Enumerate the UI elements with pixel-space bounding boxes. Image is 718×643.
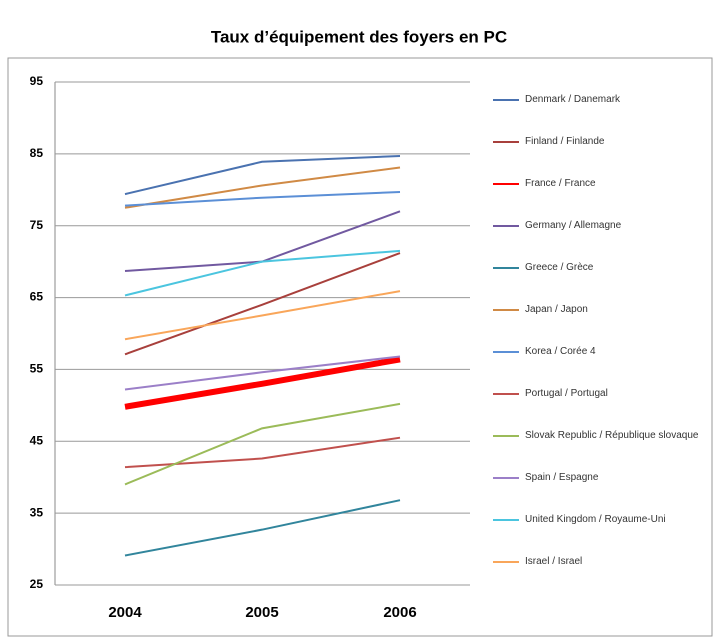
legend-swatch	[493, 309, 519, 311]
series-line	[124, 355, 401, 391]
series-line	[124, 499, 401, 557]
legend-label: Finland / Finlande	[525, 136, 605, 147]
legend-swatch	[493, 393, 519, 395]
legend-label: United Kingdom / Royaume-Uni	[525, 514, 666, 525]
legend-item: Slovak Republic / République slovaque	[493, 428, 713, 470]
legend: Denmark / Danemark Finland / Finlande Fran…	[493, 92, 713, 596]
chart-title: Taux d’équipement des foyers en PC	[211, 27, 507, 46]
series-line	[124, 166, 401, 209]
legend-item: Finland / Finlande	[493, 134, 713, 176]
legend-item: Israel / Israel	[493, 554, 713, 596]
series-line	[124, 190, 401, 207]
y-tick-label: 75	[30, 218, 44, 232]
legend-label: Spain / Espagne	[525, 472, 599, 483]
legend-label: France / France	[525, 178, 596, 189]
series-line	[124, 436, 401, 469]
x-tick-label: 2006	[383, 604, 416, 621]
y-tick-label: 35	[30, 505, 44, 519]
chart-frame	[7, 57, 713, 637]
y-tick-label: 55	[30, 362, 44, 376]
legend-label: Denmark / Danemark	[525, 94, 621, 105]
legend-swatch	[493, 435, 519, 437]
legend-label: Slovak Republic / République slovaque	[525, 430, 699, 441]
y-tick-label: 95	[30, 74, 44, 88]
y-tick-label: 45	[30, 433, 44, 447]
y-tick-label: 25	[30, 577, 44, 591]
legend-item: France / France	[493, 176, 713, 218]
legend-label: Germany / Allemagne	[525, 220, 622, 231]
x-tick-label: 2004	[108, 604, 142, 621]
series-line	[124, 356, 401, 410]
legend-label: Greece / Grèce	[525, 262, 594, 273]
legend-label: Israel / Israel	[525, 556, 583, 567]
x-tick-label: 2005	[245, 604, 278, 621]
series-line	[124, 252, 401, 356]
legend-item: Greece / Grèce	[493, 260, 713, 302]
series-line	[124, 290, 401, 341]
series-line	[124, 249, 401, 297]
legend-swatch	[493, 351, 519, 353]
legend-swatch	[493, 141, 519, 143]
series-line	[124, 155, 401, 196]
legend-item: Germany / Allemagne	[493, 218, 713, 260]
legend-label: Portugal / Portugal	[525, 388, 608, 399]
legend-item: Denmark / Danemark	[493, 92, 713, 134]
legend-label: Korea / Corée 4	[525, 346, 596, 357]
legend-item: Spain / Espagne	[493, 470, 713, 512]
y-tick-label: 85	[30, 146, 44, 160]
legend-item: United Kingdom / Royaume-Uni	[493, 512, 713, 554]
legend-swatch	[493, 225, 519, 227]
legend-swatch	[493, 477, 519, 479]
legend-swatch	[493, 99, 519, 101]
y-tick-label: 65	[30, 290, 44, 304]
legend-item: Portugal / Portugal	[493, 386, 713, 428]
legend-swatch	[493, 183, 519, 185]
legend-swatch	[493, 267, 519, 269]
series-line	[124, 402, 401, 486]
legend-item: Korea / Corée 4	[493, 344, 713, 386]
legend-swatch	[493, 561, 519, 563]
legend-swatch	[493, 519, 519, 521]
legend-label: Japan / Japon	[525, 304, 588, 315]
legend-item: Japan / Japon	[493, 302, 713, 344]
